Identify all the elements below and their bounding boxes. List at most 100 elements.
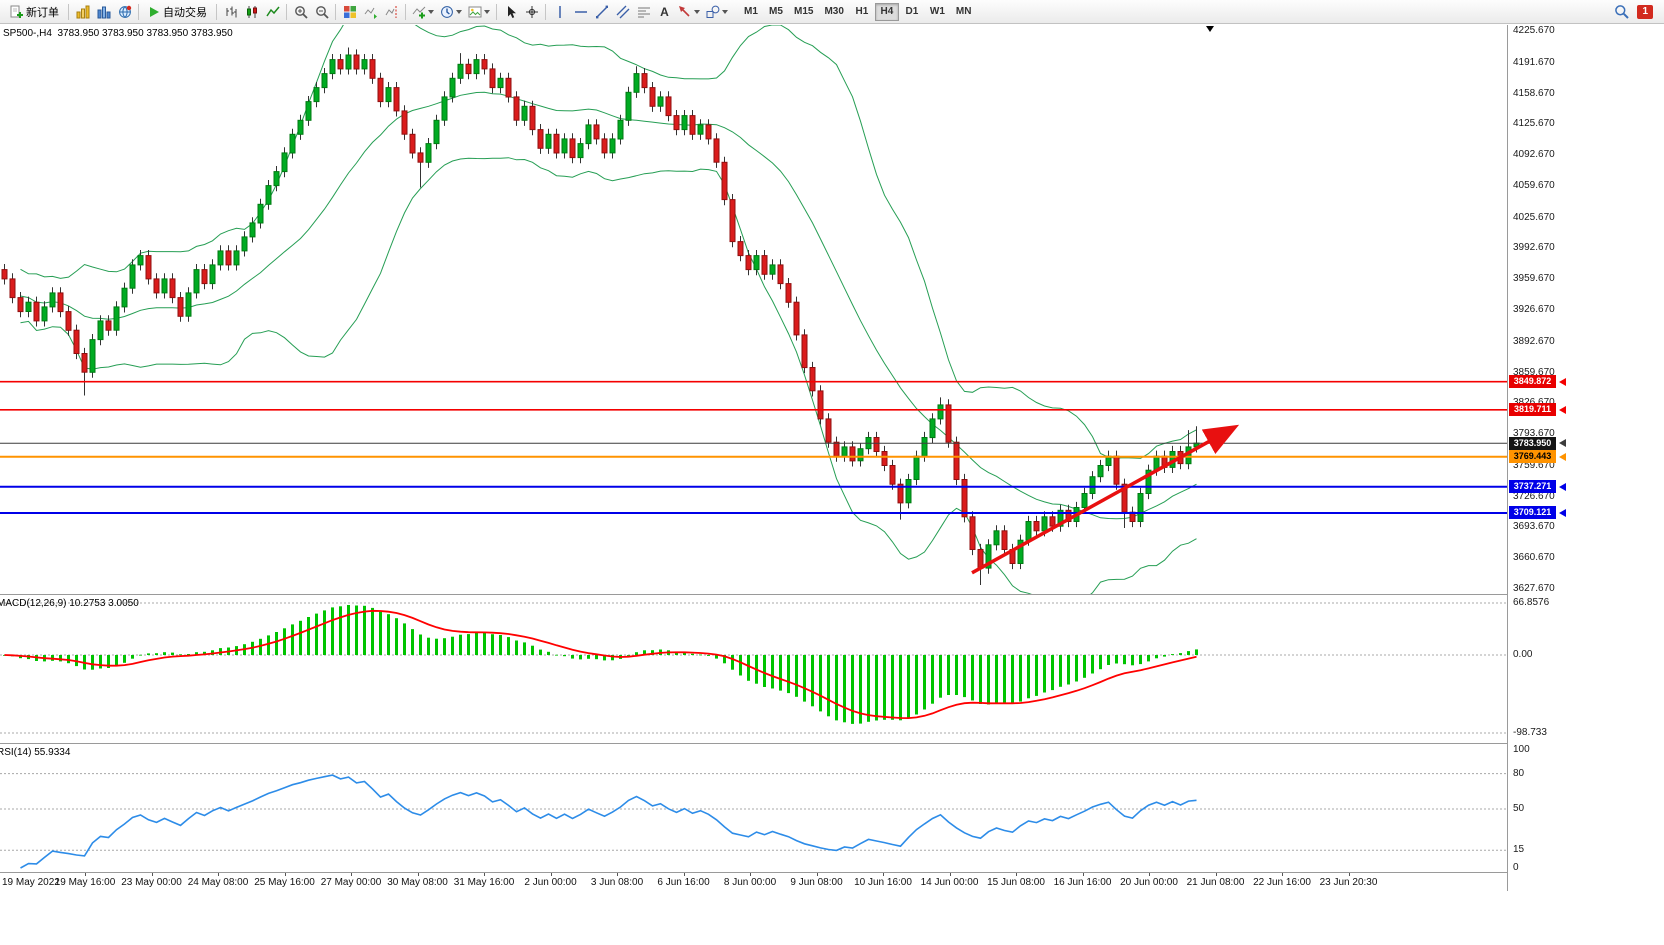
trendline-tool-button[interactable]: [591, 2, 612, 22]
timeframe-button-mn[interactable]: MN: [951, 3, 977, 21]
time-axis-tick: [1348, 873, 1350, 876]
new-order-icon: [10, 5, 23, 18]
time-axis-label: 19 May 2022: [2, 877, 60, 888]
price-axis-label: 3892.670: [1513, 335, 1555, 347]
rsi-axis-label: 50: [1513, 803, 1525, 814]
time-axis-label: 8 Jun 00:00: [723, 877, 777, 888]
chart-shift-marker-icon[interactable]: [1206, 26, 1214, 32]
time-axis-tick: [1215, 873, 1217, 876]
dropdown-caret-icon: [484, 9, 490, 14]
fibonacci-tool-button[interactable]: [633, 2, 654, 22]
shapes-icon: [706, 5, 720, 18]
timeframe-button-m1[interactable]: M1: [739, 3, 763, 21]
indicators-button[interactable]: [409, 2, 437, 22]
time-axis-tick: [1016, 873, 1017, 876]
timeframe-button-d1[interactable]: D1: [900, 3, 924, 21]
notification-badge[interactable]: 1: [1637, 4, 1653, 19]
time-axis-label: 21 Jun 08:00: [1186, 877, 1245, 888]
cursor-tool-button[interactable]: [500, 2, 521, 22]
navigator-icon: [118, 5, 131, 18]
search-icon[interactable]: [1614, 4, 1630, 19]
level-pointer-icon: [1559, 452, 1566, 461]
channel-icon: [616, 5, 629, 18]
timeframe-button-h4[interactable]: H4: [874, 2, 899, 21]
price-axis-label: 3826.670: [1513, 397, 1555, 408]
time-axis-label: 22 Jun 16:00: [1253, 877, 1311, 888]
main-toolbar: 新订单 自动交易: [0, 0, 1664, 24]
time-axis-label: 6 Jun 16:00: [657, 877, 710, 888]
line-chart-mode-button[interactable]: [262, 2, 283, 22]
level-pointer-icon: [1559, 508, 1566, 517]
market-watch-button[interactable]: [72, 2, 93, 22]
new-order-button[interactable]: 新订单: [3, 2, 65, 22]
crosshair-tool-button[interactable]: [521, 2, 542, 22]
text-tool-button[interactable]: A: [654, 2, 675, 22]
macd-panel[interactable]: [0, 595, 1507, 743]
channel-tool-button[interactable]: [612, 2, 633, 22]
tile-windows-icon: [343, 5, 356, 18]
time-axis-tick: [1282, 873, 1283, 876]
play-icon: [150, 6, 159, 17]
time-axis-tick: [750, 873, 751, 876]
zoom-in-button[interactable]: [290, 2, 311, 22]
price-axis[interactable]: 4225.670 4191.670 4158.670 4125.670 4092.670…: [1507, 25, 1664, 891]
arrow-object-icon: [679, 5, 690, 17]
toolbar-right-group: 1: [1614, 4, 1661, 19]
shapes-tool-button[interactable]: [703, 2, 731, 22]
time-axis-label: 14 Jun 00:00: [920, 877, 979, 888]
data-window-button[interactable]: [93, 2, 114, 22]
main-chart[interactable]: [0, 25, 1507, 594]
horizontal-line-tool-button[interactable]: [570, 2, 591, 22]
level-pointer-icon: [1559, 439, 1566, 448]
templates-button[interactable]: [465, 2, 493, 22]
time-axis-label: 20 Jun 00:00: [1120, 877, 1178, 888]
toolbar-separator: [545, 3, 546, 20]
timeframe-button-m15[interactable]: M15: [789, 3, 818, 21]
price-axis-label: 3726.670: [1513, 490, 1555, 502]
auto-scroll-button[interactable]: [360, 2, 381, 22]
candlestick-mode-button[interactable]: [241, 2, 262, 22]
auto-trading-button[interactable]: 自动交易: [142, 2, 213, 22]
dropdown-caret-icon: [722, 9, 728, 14]
price-axis-label: 3759.670: [1513, 459, 1555, 471]
chart-shift-button[interactable]: [381, 2, 402, 22]
macd-axis-label: 0.00: [1513, 649, 1533, 660]
clock-icon: [441, 5, 453, 18]
bar-chart-mode-button[interactable]: [220, 2, 241, 22]
chart-header: SP500-,H4 3783.950 3783.950 3783.950 378…: [3, 28, 233, 39]
timeframe-button-m30[interactable]: M30: [819, 3, 848, 21]
time-axis-tick: [484, 873, 485, 876]
time-axis-tick: [1149, 873, 1150, 876]
price-axis-label: 4125.670: [1513, 118, 1555, 130]
price-axis-label: 4158.670: [1513, 87, 1555, 99]
panel-resize-handle[interactable]: [0, 594, 1664, 595]
cursor-icon: [507, 5, 516, 18]
time-axis-tick: [883, 873, 884, 876]
market-watch-icon: [76, 5, 89, 18]
vertical-line-tool-button[interactable]: [549, 2, 570, 22]
dropdown-caret-icon: [456, 9, 462, 14]
zoom-out-button[interactable]: [311, 2, 332, 22]
periods-button[interactable]: [437, 2, 465, 22]
rsi-axis-label: 80: [1513, 767, 1525, 779]
time-axis[interactable]: 19 May 2022 19 May 16:00 23 May 00:00 24 Ma…: [0, 873, 1507, 891]
rsi-panel[interactable]: [0, 744, 1507, 872]
tile-windows-button[interactable]: [339, 2, 360, 22]
arrows-tool-button[interactable]: [675, 2, 703, 22]
time-axis-tick: [949, 873, 951, 876]
line-chart-icon: [265, 6, 280, 16]
macd-indicator-label: MACD(12,26,9) 10.2753 3.0050: [0, 598, 139, 609]
panel-resize-handle[interactable]: [0, 743, 1664, 744]
level-pointer-icon: [1559, 405, 1566, 414]
level-price-badge: 3819.711: [1509, 403, 1556, 417]
time-axis-label: 23 Jun 20:30: [1319, 877, 1378, 888]
navigator-button[interactable]: [114, 2, 135, 22]
level-pointer-icon: [1559, 482, 1566, 491]
time-axis-label: 25 May 16:00: [254, 877, 315, 888]
time-axis-label: 30 May 08:00: [387, 877, 448, 888]
timeframe-button-h1[interactable]: H1: [850, 3, 874, 21]
timeframe-button-m5[interactable]: M5: [764, 3, 788, 21]
price-axis-label: 3693.670: [1513, 521, 1555, 533]
timeframe-button-w1[interactable]: W1: [925, 3, 950, 21]
time-axis-label: 10 Jun 16:00: [854, 877, 912, 888]
